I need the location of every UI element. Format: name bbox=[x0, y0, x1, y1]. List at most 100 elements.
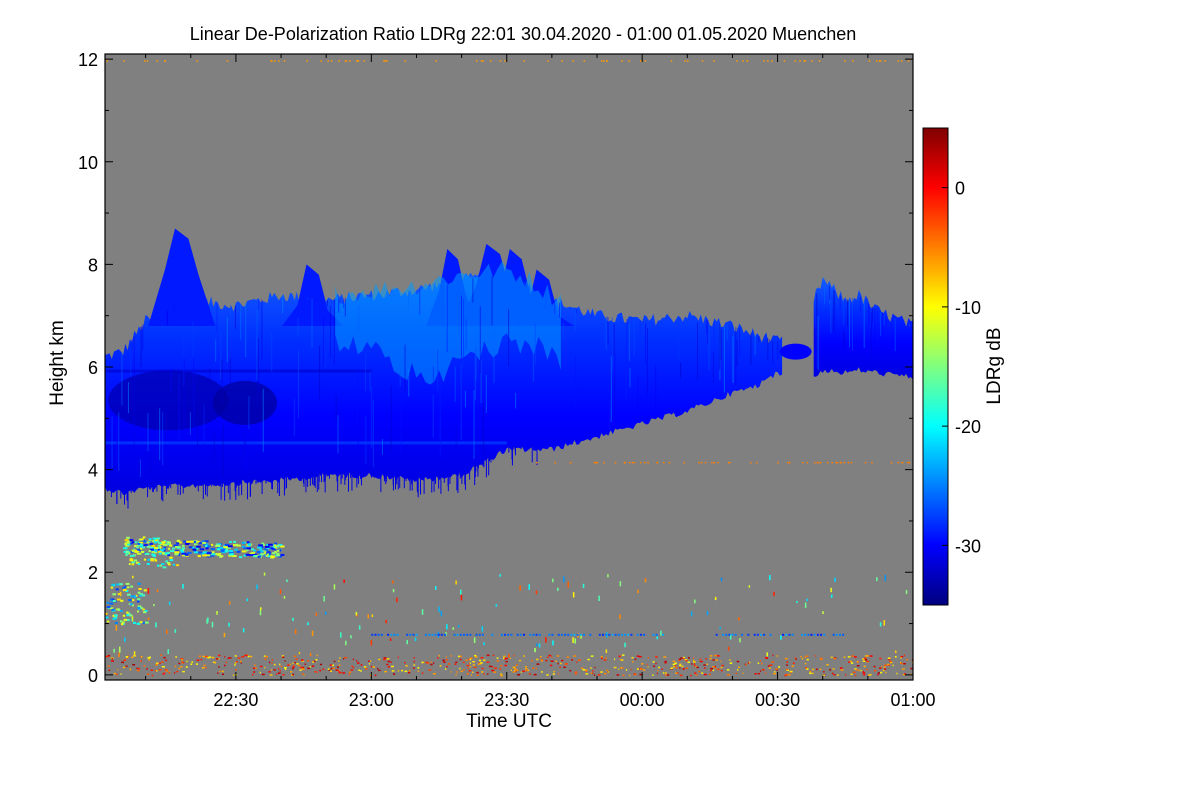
ground-echo-pixel bbox=[791, 665, 794, 667]
ground-echo-pixel bbox=[785, 674, 788, 676]
ground-echo-pixel bbox=[302, 666, 305, 669]
speck-pixel bbox=[246, 598, 248, 602]
speck-pixel bbox=[155, 622, 157, 628]
ground-echo-pixel bbox=[522, 670, 525, 673]
low-patch-pixel bbox=[139, 593, 143, 596]
ground-echo-pixel bbox=[111, 660, 114, 662]
low-patch-pixel bbox=[115, 583, 120, 586]
ground-echo-pixel bbox=[856, 669, 859, 671]
ground-echo-pixel bbox=[225, 661, 227, 664]
ground-echo-pixel bbox=[295, 658, 298, 660]
ground-echo-pixel bbox=[574, 673, 577, 675]
ground-echo-pixel bbox=[778, 666, 781, 668]
ground-echo-pixel bbox=[693, 661, 696, 663]
low-patch-pixel bbox=[144, 609, 148, 612]
speck-pixel bbox=[603, 461, 605, 464]
low-patch-pixel bbox=[130, 595, 134, 598]
ground-echo-pixel bbox=[820, 657, 823, 660]
ground-echo-pixel bbox=[439, 665, 442, 667]
speck-pixel bbox=[582, 583, 585, 589]
ground-echo-pixel bbox=[858, 669, 860, 672]
speck-pixel bbox=[694, 599, 696, 604]
low-layer-pixel bbox=[154, 551, 158, 554]
speck-pixel bbox=[572, 592, 575, 598]
thin-line-pixel bbox=[747, 633, 750, 636]
speck-pixel bbox=[804, 602, 807, 608]
ground-echo-pixel bbox=[494, 667, 497, 669]
ground-echo-pixel bbox=[185, 666, 188, 668]
low-layer-pixel bbox=[135, 561, 140, 564]
ground-echo-pixel bbox=[329, 664, 333, 666]
speck-pixel bbox=[133, 651, 136, 655]
ground-echo-pixel bbox=[290, 671, 293, 673]
speck-pixel bbox=[340, 632, 342, 638]
low-layer-pixel bbox=[161, 541, 166, 544]
ground-echo-pixel bbox=[516, 669, 519, 671]
thin-line-pixel bbox=[753, 633, 756, 636]
speck-pixel bbox=[370, 639, 373, 646]
speck-pixel bbox=[907, 461, 909, 464]
ground-echo-pixel bbox=[655, 656, 658, 658]
low-layer-pixel bbox=[260, 553, 265, 556]
low-layer-pixel bbox=[255, 555, 260, 557]
low-layer-pixel bbox=[152, 537, 157, 540]
ground-echo-pixel bbox=[265, 656, 268, 658]
thin-line-pixel bbox=[842, 633, 845, 636]
low-layer-pixel bbox=[206, 551, 212, 554]
speck-pixel bbox=[392, 580, 394, 584]
low-layer-pixel bbox=[139, 541, 143, 544]
low-layer-pixel bbox=[190, 540, 196, 543]
ground-echo-pixel bbox=[370, 665, 373, 668]
ground-echo-pixel bbox=[240, 660, 242, 663]
ground-echo-pixel bbox=[792, 662, 795, 664]
ground-echo-pixel bbox=[292, 668, 294, 670]
ground-echo-pixel bbox=[674, 665, 677, 667]
ground-echo-pixel bbox=[127, 655, 130, 657]
ground-echo-pixel bbox=[140, 660, 142, 662]
low-layer-pixel bbox=[202, 554, 208, 557]
speck-pixel bbox=[519, 585, 521, 591]
speck-pixel bbox=[174, 629, 177, 633]
low-patch-pixel bbox=[110, 586, 114, 589]
ground-echo-pixel bbox=[143, 665, 146, 667]
low-layer-pixel bbox=[176, 539, 181, 542]
ground-echo-pixel bbox=[910, 667, 913, 670]
ground-echo-pixel bbox=[344, 657, 347, 659]
ground-echo-pixel bbox=[854, 674, 857, 677]
ground-echo-pixel bbox=[833, 657, 837, 660]
low-layer-pixel bbox=[162, 548, 165, 551]
low-layer-pixel bbox=[149, 542, 153, 545]
ground-echo-pixel bbox=[477, 663, 480, 665]
ground-echo-pixel bbox=[864, 659, 867, 661]
thin-line-pixel bbox=[791, 633, 794, 636]
low-layer-pixel bbox=[125, 552, 130, 555]
ground-echo-pixel bbox=[816, 668, 818, 671]
low-layer-pixel bbox=[184, 542, 190, 545]
ground-echo-pixel bbox=[687, 661, 690, 663]
low-layer-pixel bbox=[274, 551, 277, 553]
ground-echo-pixel bbox=[664, 674, 668, 676]
ground-echo-pixel bbox=[896, 672, 898, 675]
low-layer-pixel bbox=[160, 549, 164, 552]
ground-echo-pixel bbox=[491, 669, 495, 672]
speck-pixel bbox=[763, 60, 765, 62]
speck-pixel bbox=[799, 60, 801, 62]
ground-echo-pixel bbox=[279, 663, 281, 666]
speck-pixel bbox=[325, 611, 327, 615]
speck-pixel bbox=[536, 461, 538, 464]
ground-echo-pixel bbox=[715, 667, 717, 669]
ground-echo-pixel bbox=[200, 658, 203, 661]
ground-echo-pixel bbox=[108, 669, 111, 672]
ground-echo-pixel bbox=[332, 667, 335, 670]
thin-line-pixel bbox=[456, 633, 459, 636]
speck-pixel bbox=[406, 639, 408, 645]
thin-line-pixel bbox=[782, 633, 785, 636]
low-layer-pixel bbox=[146, 541, 150, 544]
low-patch-pixel bbox=[116, 608, 120, 611]
low-layer-pixel bbox=[227, 546, 231, 549]
thin-line-pixel bbox=[636, 633, 639, 636]
ground-echo-pixel bbox=[386, 658, 390, 660]
speck-pixel bbox=[528, 584, 530, 590]
low-layer-pixel bbox=[264, 545, 270, 548]
speck-pixel bbox=[806, 598, 808, 602]
